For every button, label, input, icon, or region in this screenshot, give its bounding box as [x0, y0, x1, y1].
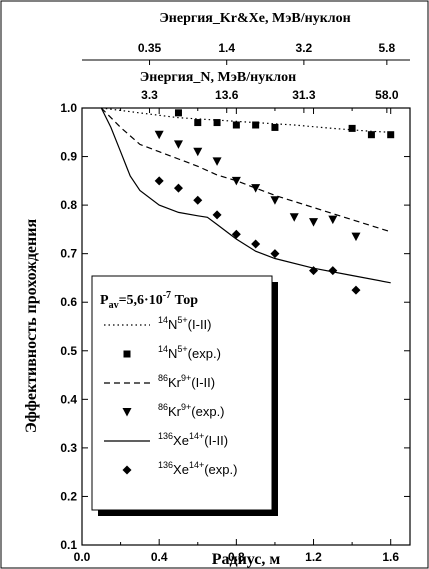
y-tick-label: 0.7: [60, 247, 77, 261]
data-point-xe: [328, 266, 338, 276]
top-axis-2-ticks: 3.3 13.6 31.3 58.0: [141, 88, 399, 113]
y-tick-label: 0.6: [60, 295, 77, 309]
data-point-xe: [154, 176, 164, 186]
top-tick-label: 3.3: [141, 88, 158, 102]
x-tick-label: 0.0: [74, 550, 91, 564]
y-axis-title: Эффективность прохождения: [23, 219, 40, 434]
x-axis-title: Радиус, м: [212, 551, 281, 568]
legend: Pav=5,6·10-7 Тор 14N5+(I-II) 14N5+(exp.) 8…: [91, 275, 278, 516]
legend-marker-sample: [122, 408, 132, 417]
data-point-n: [387, 131, 395, 139]
y-tick-label: 0.9: [60, 150, 77, 164]
series-line-xe: [100, 107, 391, 284]
data-point-xe: [270, 249, 280, 259]
legend-label: 14N5+(exp.): [158, 344, 221, 361]
y-tick-label: 0.5: [60, 344, 77, 358]
legend-marker-sample: [122, 465, 132, 475]
y-tick-label: 1.0: [60, 101, 77, 115]
legend-title: Pav=5,6·10-7 Тор: [100, 290, 198, 311]
data-point-n: [271, 123, 279, 131]
top-tick-label: 13.6: [215, 88, 239, 102]
series-points: [154, 109, 395, 295]
data-point-xe: [212, 210, 222, 220]
y-tick-label: 0.2: [60, 489, 77, 503]
data-point-kr: [289, 213, 299, 222]
top-tick-label: 1.4: [218, 41, 235, 55]
x-axis-ticks: 0.0 0.4 0.8 1.2 1.6: [74, 108, 399, 564]
data-point-kr: [231, 176, 241, 186]
legend-label: 14N5+(I-II): [158, 315, 212, 332]
plot-frame: [81, 107, 411, 546]
legend-title-exp: -7: [163, 290, 171, 301]
legend-label: 86Kr9+(I-II): [158, 373, 215, 390]
data-point-xe: [351, 285, 361, 295]
top-tick-label: 3.2: [296, 41, 313, 55]
legend-items: 14N5+(I-II) 14N5+(exp.) 86Kr9+(I-II) 86Kr9+…: [104, 315, 237, 477]
data-point-kr: [328, 215, 338, 225]
x-tick-label: 1.2: [305, 550, 322, 564]
top-tick-label: 31.3: [292, 88, 316, 102]
data-point-xe: [251, 239, 261, 249]
top-axis-1-ticks: 0.35 1.4 3.2 5.8: [138, 41, 396, 65]
legend-label: 86Kr9+(exp.): [158, 402, 225, 419]
x-tick-label: 1.6: [382, 550, 399, 564]
data-point-n: [252, 121, 260, 129]
legend-label: 136Xe14+(I-II): [158, 431, 228, 448]
data-point-n: [213, 119, 221, 127]
series-lines: [100, 107, 391, 284]
x-tick-label: 0.4: [151, 550, 168, 564]
top-tick-label: 0.35: [138, 41, 162, 55]
data-point-n: [194, 119, 202, 127]
y-axis-ticks: 0.1 0.2 0.3 0.4 0.5 0.6 0.7 0.8 0.9 1.0: [60, 101, 410, 552]
data-point-kr: [351, 232, 361, 242]
legend-label: 136Xe14+(exp.): [158, 460, 237, 477]
legend-box: [91, 275, 273, 511]
top-tick-label: 5.8: [379, 41, 396, 55]
data-point-n: [348, 124, 356, 132]
y-tick-label: 0.1: [60, 538, 77, 552]
y-tick-label: 0.3: [60, 441, 77, 455]
x-tick-label: 0.8: [228, 550, 245, 564]
data-point-xe: [231, 229, 241, 239]
data-point-kr: [309, 218, 319, 227]
legend-marker-sample: [123, 350, 131, 358]
data-point-n: [174, 109, 182, 117]
legend-title-sub: av: [109, 300, 119, 311]
data-point-kr: [154, 130, 164, 140]
data-point-kr: [270, 196, 280, 205]
series-line-n: [101, 107, 391, 133]
data-point-kr: [173, 140, 183, 149]
series-line-kr: [100, 107, 391, 233]
y-tick-label: 0.8: [60, 198, 77, 212]
top-tick-label: 58.0: [375, 88, 399, 102]
data-point-kr: [251, 184, 261, 193]
data-point-n: [232, 121, 240, 129]
data-point-xe: [309, 266, 319, 276]
data-point-kr: [193, 147, 203, 157]
y-tick-label: 0.4: [60, 392, 77, 406]
top-axis-2-title: Энергия_N, МэВ/нуклон: [140, 70, 296, 85]
data-point-kr: [212, 157, 222, 166]
data-point-n: [367, 131, 375, 139]
data-point-xe: [193, 195, 203, 205]
top-axis-1-title: Энергия_Kr&Xe, МэВ/нуклон: [159, 11, 350, 26]
data-point-xe: [173, 183, 183, 193]
